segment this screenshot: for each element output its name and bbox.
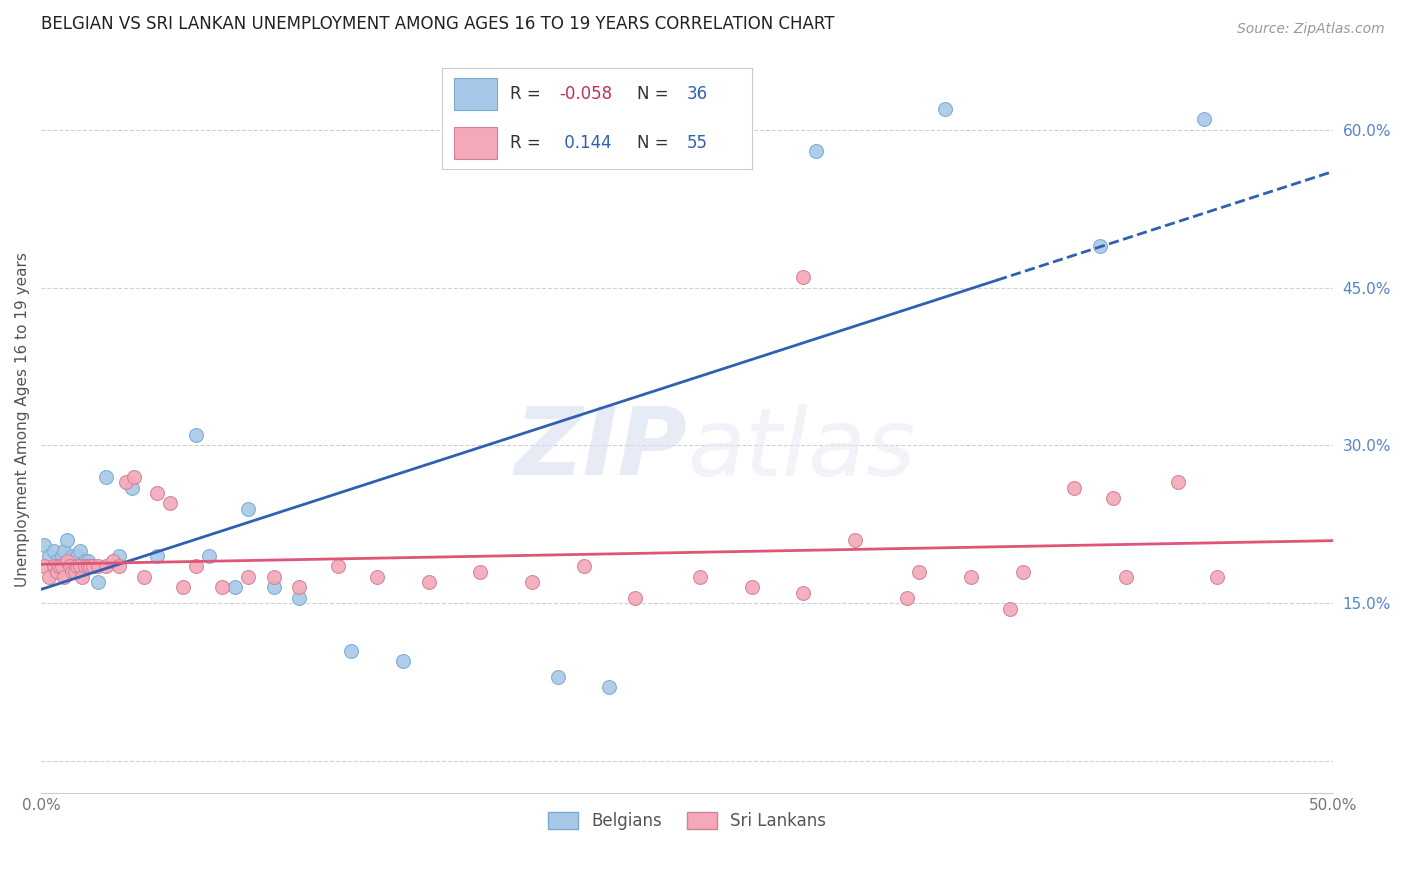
Point (792, 270, 814, 285)
Point (73, 559, 96, 574)
Point (159, 496, 181, 510)
Point (146, 549, 169, 563)
Point (896, 591, 918, 605)
Point (804, 144, 827, 158)
Point (38, 570, 60, 584)
Point (58, 559, 80, 574)
Point (1167, 475, 1189, 490)
Text: Source: ZipAtlas.com: Source: ZipAtlas.com (1237, 22, 1385, 37)
Point (1102, 491, 1125, 505)
Point (172, 581, 194, 595)
Point (45, 554, 67, 568)
Point (72, 570, 94, 584)
Point (115, 475, 138, 490)
Point (184, 559, 207, 574)
Point (340, 643, 363, 657)
Point (32, 559, 55, 574)
Point (82, 559, 104, 574)
Point (103, 554, 125, 568)
Point (72, 559, 94, 574)
Point (79, 559, 101, 574)
Point (998, 601, 1021, 615)
Point (66, 549, 89, 563)
Point (48, 559, 70, 574)
Point (53, 543, 76, 558)
Legend: Belgians, Sri Lankans: Belgians, Sri Lankans (541, 805, 832, 837)
Point (76, 559, 98, 574)
Point (66, 559, 89, 574)
Point (107, 549, 129, 563)
Point (69, 543, 91, 558)
Point (236, 570, 259, 584)
Point (263, 570, 285, 584)
Point (48, 559, 70, 574)
Point (1011, 565, 1033, 579)
Point (63, 565, 86, 579)
Point (69, 559, 91, 574)
Point (741, 581, 763, 595)
Point (56, 533, 79, 548)
Point (45, 565, 67, 579)
Point (63, 559, 86, 574)
Point (366, 570, 388, 584)
Point (960, 570, 983, 584)
Point (470, 565, 492, 579)
Point (42, 543, 65, 558)
Point (53, 570, 76, 584)
Point (122, 470, 145, 484)
Point (908, 565, 931, 579)
Point (94, 559, 117, 574)
Point (328, 559, 350, 574)
Point (146, 485, 169, 500)
Point (236, 501, 259, 516)
Point (76, 554, 98, 568)
Text: BELGIAN VS SRI LANKAN UNEMPLOYMENT AMONG AGES 16 TO 19 YEARS CORRELATION CHART: BELGIAN VS SRI LANKAN UNEMPLOYMENT AMONG… (41, 15, 835, 33)
Point (87, 575, 110, 590)
Point (94, 470, 117, 484)
Point (598, 681, 620, 695)
Point (32, 538, 55, 552)
Point (51, 559, 73, 574)
Point (198, 549, 221, 563)
Text: ZIP: ZIP (515, 403, 688, 495)
Point (572, 559, 595, 574)
Point (51, 549, 73, 563)
Point (792, 586, 814, 600)
Point (60, 549, 83, 563)
Point (184, 428, 207, 442)
Point (73, 554, 96, 568)
Point (56, 554, 79, 568)
Point (263, 581, 285, 595)
Point (288, 591, 311, 605)
Point (224, 581, 246, 595)
Point (288, 581, 311, 595)
Point (1063, 481, 1085, 495)
Point (844, 533, 866, 548)
Point (547, 670, 569, 684)
Text: atlas: atlas (688, 403, 915, 494)
Point (134, 570, 156, 584)
Point (211, 581, 233, 595)
Y-axis label: Unemployment Among Ages 16 to 19 years: Unemployment Among Ages 16 to 19 years (15, 252, 30, 587)
Point (42, 559, 65, 574)
Point (121, 481, 143, 495)
Point (624, 591, 647, 605)
Point (38, 549, 60, 563)
Point (1115, 570, 1137, 584)
Point (520, 575, 543, 590)
Point (1192, 112, 1215, 127)
Point (82, 559, 104, 574)
Point (1090, 238, 1112, 252)
Point (934, 102, 956, 116)
Point (689, 570, 711, 584)
Point (391, 654, 413, 668)
Point (87, 559, 110, 574)
Point (1205, 570, 1227, 584)
Point (60, 565, 83, 579)
Point (58, 559, 80, 574)
Point (418, 575, 440, 590)
Point (107, 559, 129, 574)
